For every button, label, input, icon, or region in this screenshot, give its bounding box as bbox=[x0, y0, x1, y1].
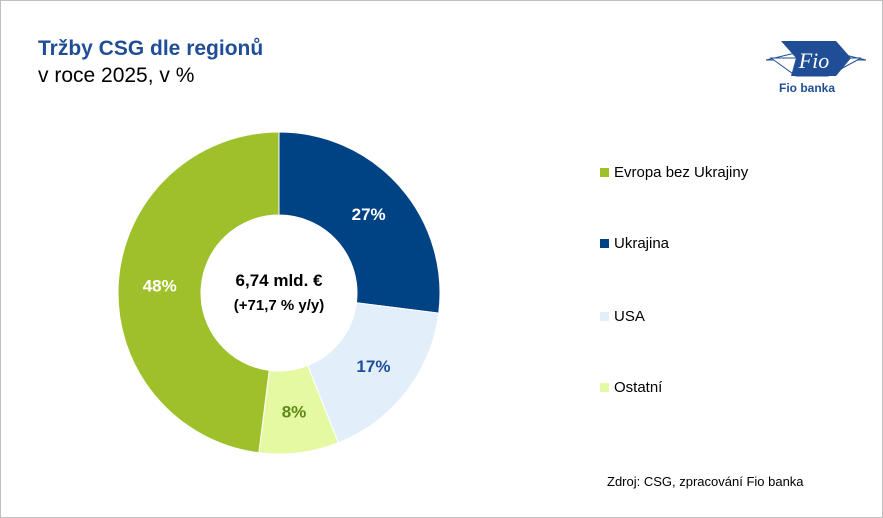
legend-swatch bbox=[600, 239, 609, 248]
legend-item: Evropa bez Ukrajiny bbox=[600, 164, 748, 181]
legend-label: USA bbox=[614, 308, 645, 325]
legend-swatch bbox=[600, 168, 609, 177]
data-label: 17% bbox=[356, 357, 390, 376]
chart-title: Tržby CSG dle regionů bbox=[38, 37, 264, 60]
legend-item: Ostatní bbox=[600, 379, 662, 396]
logo-caption: Fio banka bbox=[779, 81, 836, 95]
legend-label: Evropa bez Ukrajiny bbox=[614, 164, 749, 181]
data-label: 48% bbox=[143, 276, 177, 295]
source-note: Zdroj: CSG, zpracování Fio banka bbox=[607, 474, 804, 489]
legend-item: Ukrajina bbox=[600, 235, 669, 252]
slice-evropa-bez-ukrajiny bbox=[117, 131, 280, 454]
legend-label: Ostatní bbox=[614, 379, 663, 396]
slice-ukrajina bbox=[278, 131, 441, 314]
logo-text: Fio bbox=[798, 48, 830, 73]
slice-usa bbox=[307, 302, 440, 444]
chart-subtitle: v roce 2025, v % bbox=[38, 64, 195, 87]
center-growth: (+71,7 % y/y) bbox=[233, 297, 325, 314]
fio-logo-icon: Fio bbox=[766, 41, 866, 77]
legend-swatch bbox=[600, 383, 609, 392]
data-label: 27% bbox=[352, 205, 386, 224]
center-total: 6,74 mld. € bbox=[235, 271, 323, 290]
legend-label: Ukrajina bbox=[614, 235, 670, 252]
legend-swatch bbox=[600, 312, 609, 321]
data-label: 8% bbox=[282, 403, 307, 422]
legend-item: USA bbox=[600, 308, 645, 325]
